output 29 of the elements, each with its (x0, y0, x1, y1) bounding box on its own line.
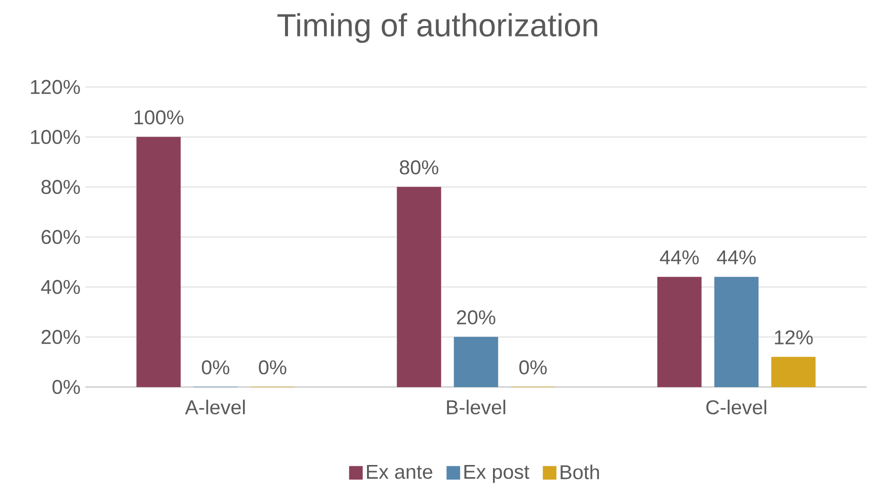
data-label: 12% (774, 330, 813, 344)
y-tick-label: 80% (41, 180, 80, 194)
data-label: 0% (519, 360, 547, 374)
y-tick-label: 60% (42, 230, 80, 244)
bar (136, 136, 181, 388)
bar (714, 276, 759, 388)
data-label: 0% (258, 360, 286, 374)
bar (657, 276, 702, 388)
chart-title: Timing of authorization (277, 13, 598, 43)
data-label: 0% (202, 360, 230, 374)
y-tick-label: 100% (31, 130, 80, 144)
x-tick-label: B-level (447, 400, 506, 414)
data-label: 44% (660, 250, 699, 264)
y-tick-label: 0% (52, 380, 80, 394)
y-tick-label: 40% (41, 280, 80, 294)
legend-label: Ex post (464, 464, 530, 483)
data-label: 20% (456, 310, 496, 324)
legend-label: Both (560, 464, 599, 480)
data-label: 100% (134, 110, 184, 124)
bar (396, 186, 442, 388)
y-tick-label: 20% (42, 330, 80, 344)
x-tick-label: A-level (185, 400, 245, 414)
data-label: 44% (716, 250, 756, 264)
y-tick-label: 120% (31, 80, 80, 94)
bar (454, 336, 498, 388)
data-label: 80% (400, 160, 438, 174)
x-tick-label: C-level (706, 400, 766, 414)
legend-label: Ex ante (367, 464, 432, 479)
bar (771, 356, 816, 388)
